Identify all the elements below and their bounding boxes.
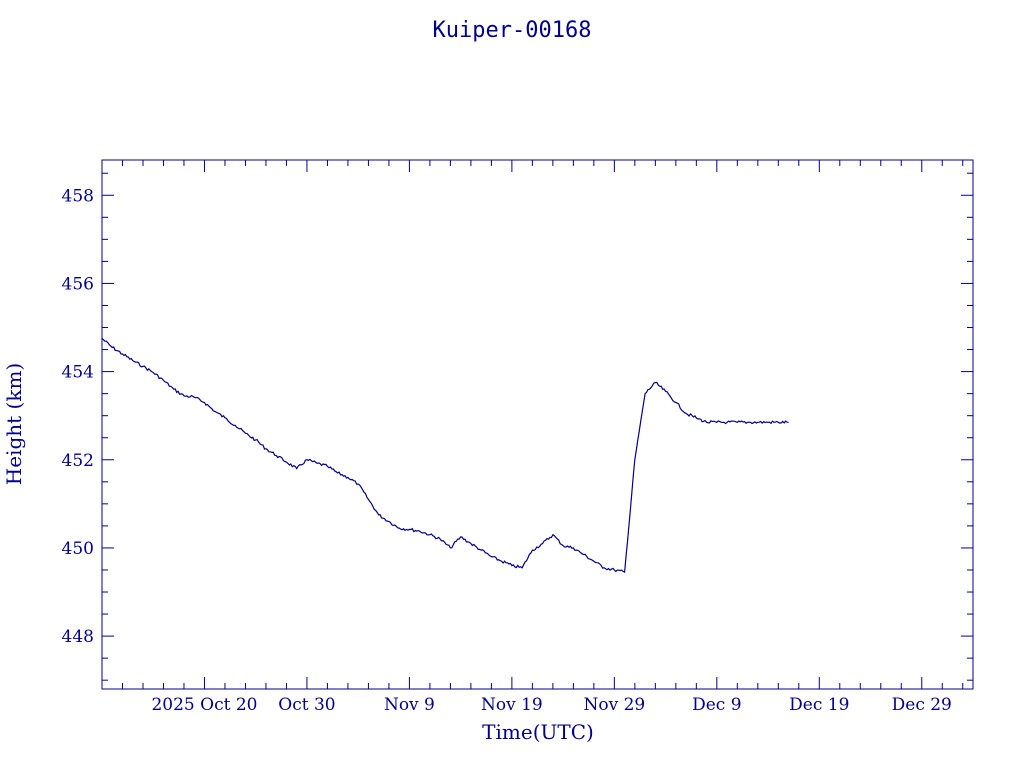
tick-labels: 448 450 452 454 456 458 2025 Oct 20 Oct 30 Nov 9… — [62, 186, 952, 715]
y-tick-label: 454 — [62, 363, 94, 383]
chart-title: Kuiper-00168 — [433, 18, 592, 43]
x-axis-label: Time(UTC) — [482, 720, 594, 744]
y-tick-label: 456 — [62, 274, 94, 294]
y-axis-label: Height (km) — [2, 363, 26, 485]
y-tick-label: 448 — [62, 627, 94, 647]
x-tick-label: Nov 9 — [384, 695, 435, 715]
x-tick-label: Dec 9 — [692, 695, 741, 715]
x-tick-label: Nov 19 — [481, 695, 543, 715]
y-tick-label: 458 — [62, 186, 94, 206]
y-tick-label: 452 — [62, 451, 94, 471]
plot-frame — [101, 159, 974, 690]
x-tick-label: Nov 29 — [583, 695, 645, 715]
tick-marks — [101, 160, 973, 689]
y-tick-label: 450 — [62, 539, 94, 559]
x-tick-label: Dec 19 — [789, 695, 849, 715]
height-line — [101, 338, 789, 574]
x-tick-label: 2025 Oct 20 — [151, 695, 257, 715]
x-tick-label: Dec 29 — [892, 695, 952, 715]
x-tick-label: Oct 30 — [278, 695, 335, 715]
